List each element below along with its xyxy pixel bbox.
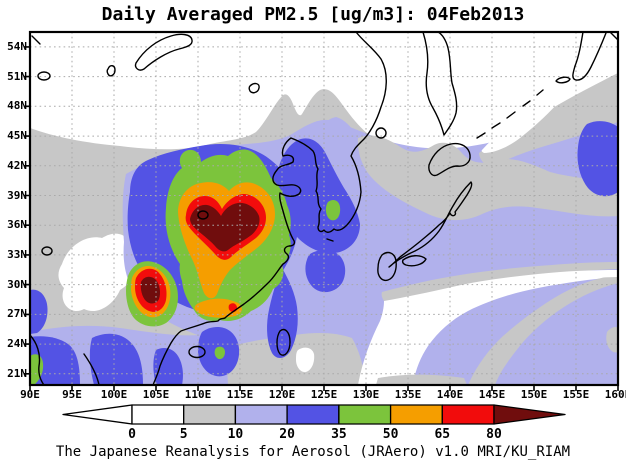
lat-tick-label: 51N	[7, 69, 27, 83]
lon-tick-label: 130E	[352, 388, 380, 401]
lon-tick-label: 115E	[226, 388, 254, 401]
lon-tick-label: 150E	[520, 388, 548, 401]
colorbar-segment	[389, 404, 443, 425]
lat-tick-label: 39N	[7, 188, 27, 202]
lon-tick-label: 145E	[478, 388, 506, 401]
colorbar-under-arrow	[62, 404, 133, 425]
colorbar-segment	[131, 404, 185, 425]
colorbar-segment	[441, 404, 495, 425]
coastlines	[29, 31, 619, 386]
lon-tick-label: 90E	[20, 388, 40, 401]
colorbar-tick-label: 0	[128, 427, 136, 442]
lon-tick-label: 140E	[436, 388, 464, 401]
colorbar-tick-label: 10	[227, 427, 244, 442]
lon-tick-label: 100E	[100, 388, 128, 401]
map-plot	[24, 30, 620, 391]
lon-tick-label: 120E	[268, 388, 296, 401]
lat-tick-label: 42N	[7, 158, 27, 172]
lon-tick-label: 110E	[184, 388, 212, 401]
colorbar-tick-label: 5	[179, 427, 188, 442]
lon-tick-label: 125E	[310, 388, 338, 401]
colorbar-tick-label: 50	[382, 427, 399, 442]
map-frame	[24, 30, 620, 391]
lat-tick-label: 36N	[7, 218, 27, 232]
colorbar-over-arrow	[493, 404, 566, 425]
colorbar-tick-label: 20	[279, 427, 295, 442]
lat-tick-label: 30N	[7, 277, 27, 291]
lat-tick-label: 45N	[7, 129, 27, 143]
figure-caption: The Japanese Reanalysis for Aerosol (JRA…	[55, 444, 571, 460]
colorbar-segment	[234, 404, 288, 425]
lat-tick-label: 33N	[7, 247, 27, 261]
lon-tick-label: 155E	[562, 388, 590, 401]
lat-tick-label: 24N	[7, 337, 27, 351]
chart-title: Daily Averaged PM2.5 [ug/m3]: 04Feb2013	[101, 4, 525, 25]
colorbar-segment	[338, 404, 392, 425]
colorbar-segment	[183, 404, 237, 425]
lon-tick-label: 95E	[62, 388, 82, 401]
lon-tick-label: 135E	[394, 388, 422, 401]
colorbar-tick-label: 35	[331, 427, 347, 442]
lat-tick-label: 48N	[7, 99, 27, 113]
lat-tick-label: 27N	[7, 307, 27, 321]
lon-tick-label: 105E	[142, 388, 170, 401]
gridlines	[30, 32, 618, 385]
lon-tick-label: 160E	[604, 388, 626, 401]
lat-tick-label: 54N	[7, 39, 27, 53]
colorbar-segment	[286, 404, 340, 425]
colorbar-tick-label: 65	[434, 427, 451, 442]
lat-tick-label: 21N	[7, 366, 27, 380]
colorbar-tick-label: 80	[486, 427, 502, 442]
